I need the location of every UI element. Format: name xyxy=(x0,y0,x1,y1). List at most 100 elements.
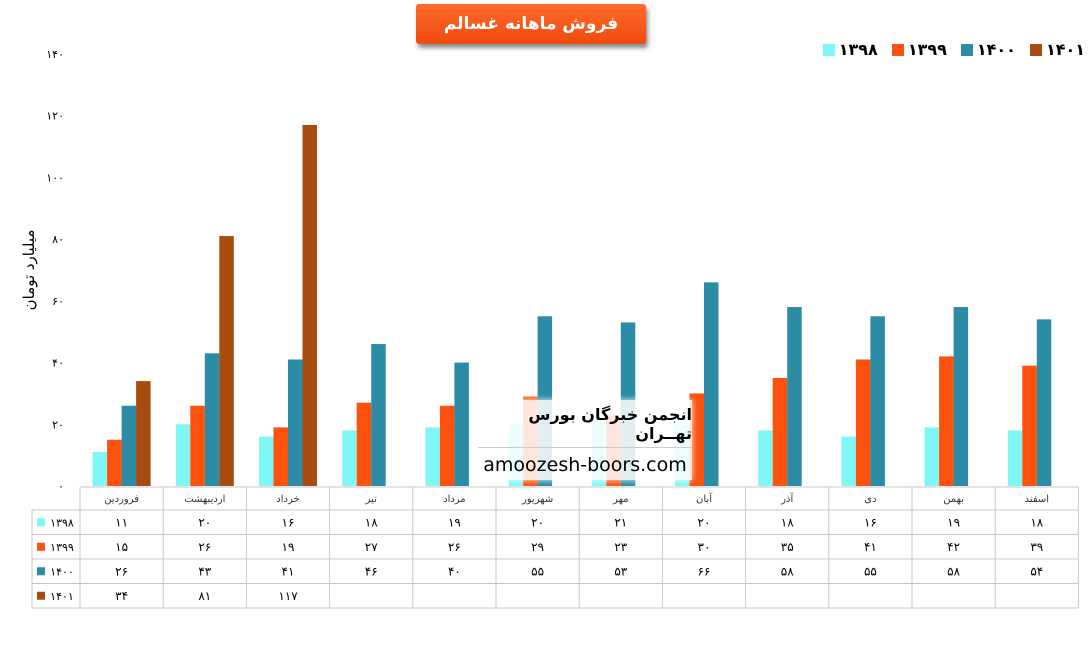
data-label: ۳۹ xyxy=(1030,540,1043,554)
x-tick-label: شهریور xyxy=(521,494,553,505)
bar xyxy=(219,236,234,486)
data-label: ۲۶ xyxy=(115,564,128,578)
x-tick-label: آذر xyxy=(780,492,794,505)
bar xyxy=(190,405,205,486)
chart-title-box: فروش ماهانه غسالم xyxy=(416,4,646,44)
data-label: ۸۱ xyxy=(198,589,211,603)
data-label: ۴۱ xyxy=(864,540,877,554)
chart-title: فروش ماهانه غسالم xyxy=(443,14,619,34)
data-label: ۱۹ xyxy=(448,515,461,529)
data-label: ۱۸ xyxy=(365,515,378,529)
data-label: ۴۱ xyxy=(282,564,295,578)
data-label: ۱۱۷ xyxy=(278,589,298,603)
x-tick-label: تیر xyxy=(365,494,378,505)
table-legend-key xyxy=(37,591,45,600)
data-label: ۳۰ xyxy=(698,540,711,554)
y-tick-label: ۲۰ xyxy=(52,418,64,431)
bar xyxy=(1022,365,1037,486)
bar xyxy=(121,405,137,486)
watermark-line2: amoozesh-boors.com xyxy=(483,453,687,476)
data-label: ۱۶ xyxy=(282,515,295,529)
legend-item-1400: ۱۴۰۰ xyxy=(960,40,1016,59)
data-label: ۱۸ xyxy=(1030,515,1043,529)
bar xyxy=(758,430,773,486)
x-tick-label: مرداد xyxy=(443,494,466,505)
data-label: ۲۹ xyxy=(531,540,544,554)
bar xyxy=(953,307,969,486)
bar xyxy=(288,359,303,486)
bar xyxy=(454,362,469,486)
x-tick-label: آبان xyxy=(696,492,713,505)
data-label: ۵۴ xyxy=(1030,564,1043,578)
bar xyxy=(841,436,856,486)
y-tick-label: ۱۴۰ xyxy=(46,48,64,61)
data-label: ۱۶ xyxy=(864,515,877,529)
data-label: ۱۱ xyxy=(115,515,128,529)
data-label: ۱۹ xyxy=(947,515,960,529)
data-label: ۵۵ xyxy=(864,564,877,578)
data-label: ۳۵ xyxy=(781,540,794,554)
y-tick-label: ۱۰۰ xyxy=(46,171,64,184)
data-label: ۴۰ xyxy=(448,564,461,578)
legend-label-1398: ۱۳۹۸ xyxy=(838,40,878,59)
data-label: ۱۸ xyxy=(781,515,794,529)
bar xyxy=(302,124,317,486)
bar xyxy=(92,452,108,486)
bar xyxy=(1007,430,1023,486)
table-legend-key xyxy=(37,567,45,576)
bar xyxy=(855,359,871,486)
bar xyxy=(259,436,274,486)
y-tick-label: ۴۰ xyxy=(52,357,64,370)
legend-item-1399: ۱۳۹۹ xyxy=(891,40,947,59)
data-label: ۵۵ xyxy=(531,564,544,578)
data-label: ۴۶ xyxy=(365,564,378,578)
bar xyxy=(939,356,954,486)
data-label: ۶۶ xyxy=(698,564,711,578)
bar xyxy=(439,405,455,486)
legend-swatch-1400 xyxy=(960,43,973,56)
data-label: ۲۱ xyxy=(614,515,627,529)
legend: ۱۳۹۸ ۱۳۹۹ ۱۴۰۰ ۱۴۰۱ xyxy=(822,40,1085,59)
data-label: ۵۸ xyxy=(781,564,794,578)
y-tick-label: ۰ xyxy=(58,480,64,493)
data-label: ۲۳ xyxy=(614,540,627,554)
legend-swatch-1401 xyxy=(1029,43,1042,56)
bar xyxy=(356,402,372,486)
table-series-label: ۱۳۹۹ xyxy=(50,541,74,554)
bar xyxy=(204,353,220,486)
y-axis-label: میلیارد تومان xyxy=(20,229,38,311)
bar xyxy=(689,393,704,486)
bar xyxy=(371,344,386,486)
table-legend-key xyxy=(37,518,45,527)
data-label: ۲۶ xyxy=(448,540,461,554)
data-label: ۱۵ xyxy=(115,540,128,554)
legend-swatch-1399 xyxy=(891,43,904,56)
legend-item-1401: ۱۴۰۱ xyxy=(1029,40,1085,59)
x-tick-label: فروردین xyxy=(104,494,139,505)
data-label: ۲۰ xyxy=(531,515,544,529)
x-tick-label: اردیبهشت xyxy=(184,494,225,505)
legend-label-1399: ۱۳۹۹ xyxy=(907,40,947,59)
data-label: ۳۴ xyxy=(115,589,128,603)
bar xyxy=(1036,319,1052,486)
bar xyxy=(870,316,885,486)
y-tick-label: ۱۲۰ xyxy=(46,110,64,123)
bar xyxy=(175,424,191,486)
y-tick-label: ۸۰ xyxy=(52,233,64,246)
legend-item-1398: ۱۳۹۸ xyxy=(822,40,878,59)
x-tick-label: خرداد xyxy=(276,494,299,505)
data-label: ۴۲ xyxy=(947,540,960,554)
watermark-line1: انجمن خبرگان بورس تهــران xyxy=(478,405,692,448)
table-series-label: ۱۴۰۰ xyxy=(50,565,74,578)
table-series-label: ۱۴۰۱ xyxy=(50,590,74,603)
data-label: ۴۳ xyxy=(198,564,211,578)
bar xyxy=(425,427,440,486)
x-tick-label: بهمن xyxy=(943,494,964,505)
data-label: ۲۰ xyxy=(698,515,711,529)
x-tick-label: اسفند xyxy=(1025,494,1049,505)
data-label: ۲۶ xyxy=(198,540,211,554)
legend-label-1400: ۱۴۰۰ xyxy=(976,40,1016,59)
bar xyxy=(273,427,288,486)
table-series-label: ۱۳۹۸ xyxy=(50,516,74,529)
data-label: ۵۸ xyxy=(947,564,960,578)
